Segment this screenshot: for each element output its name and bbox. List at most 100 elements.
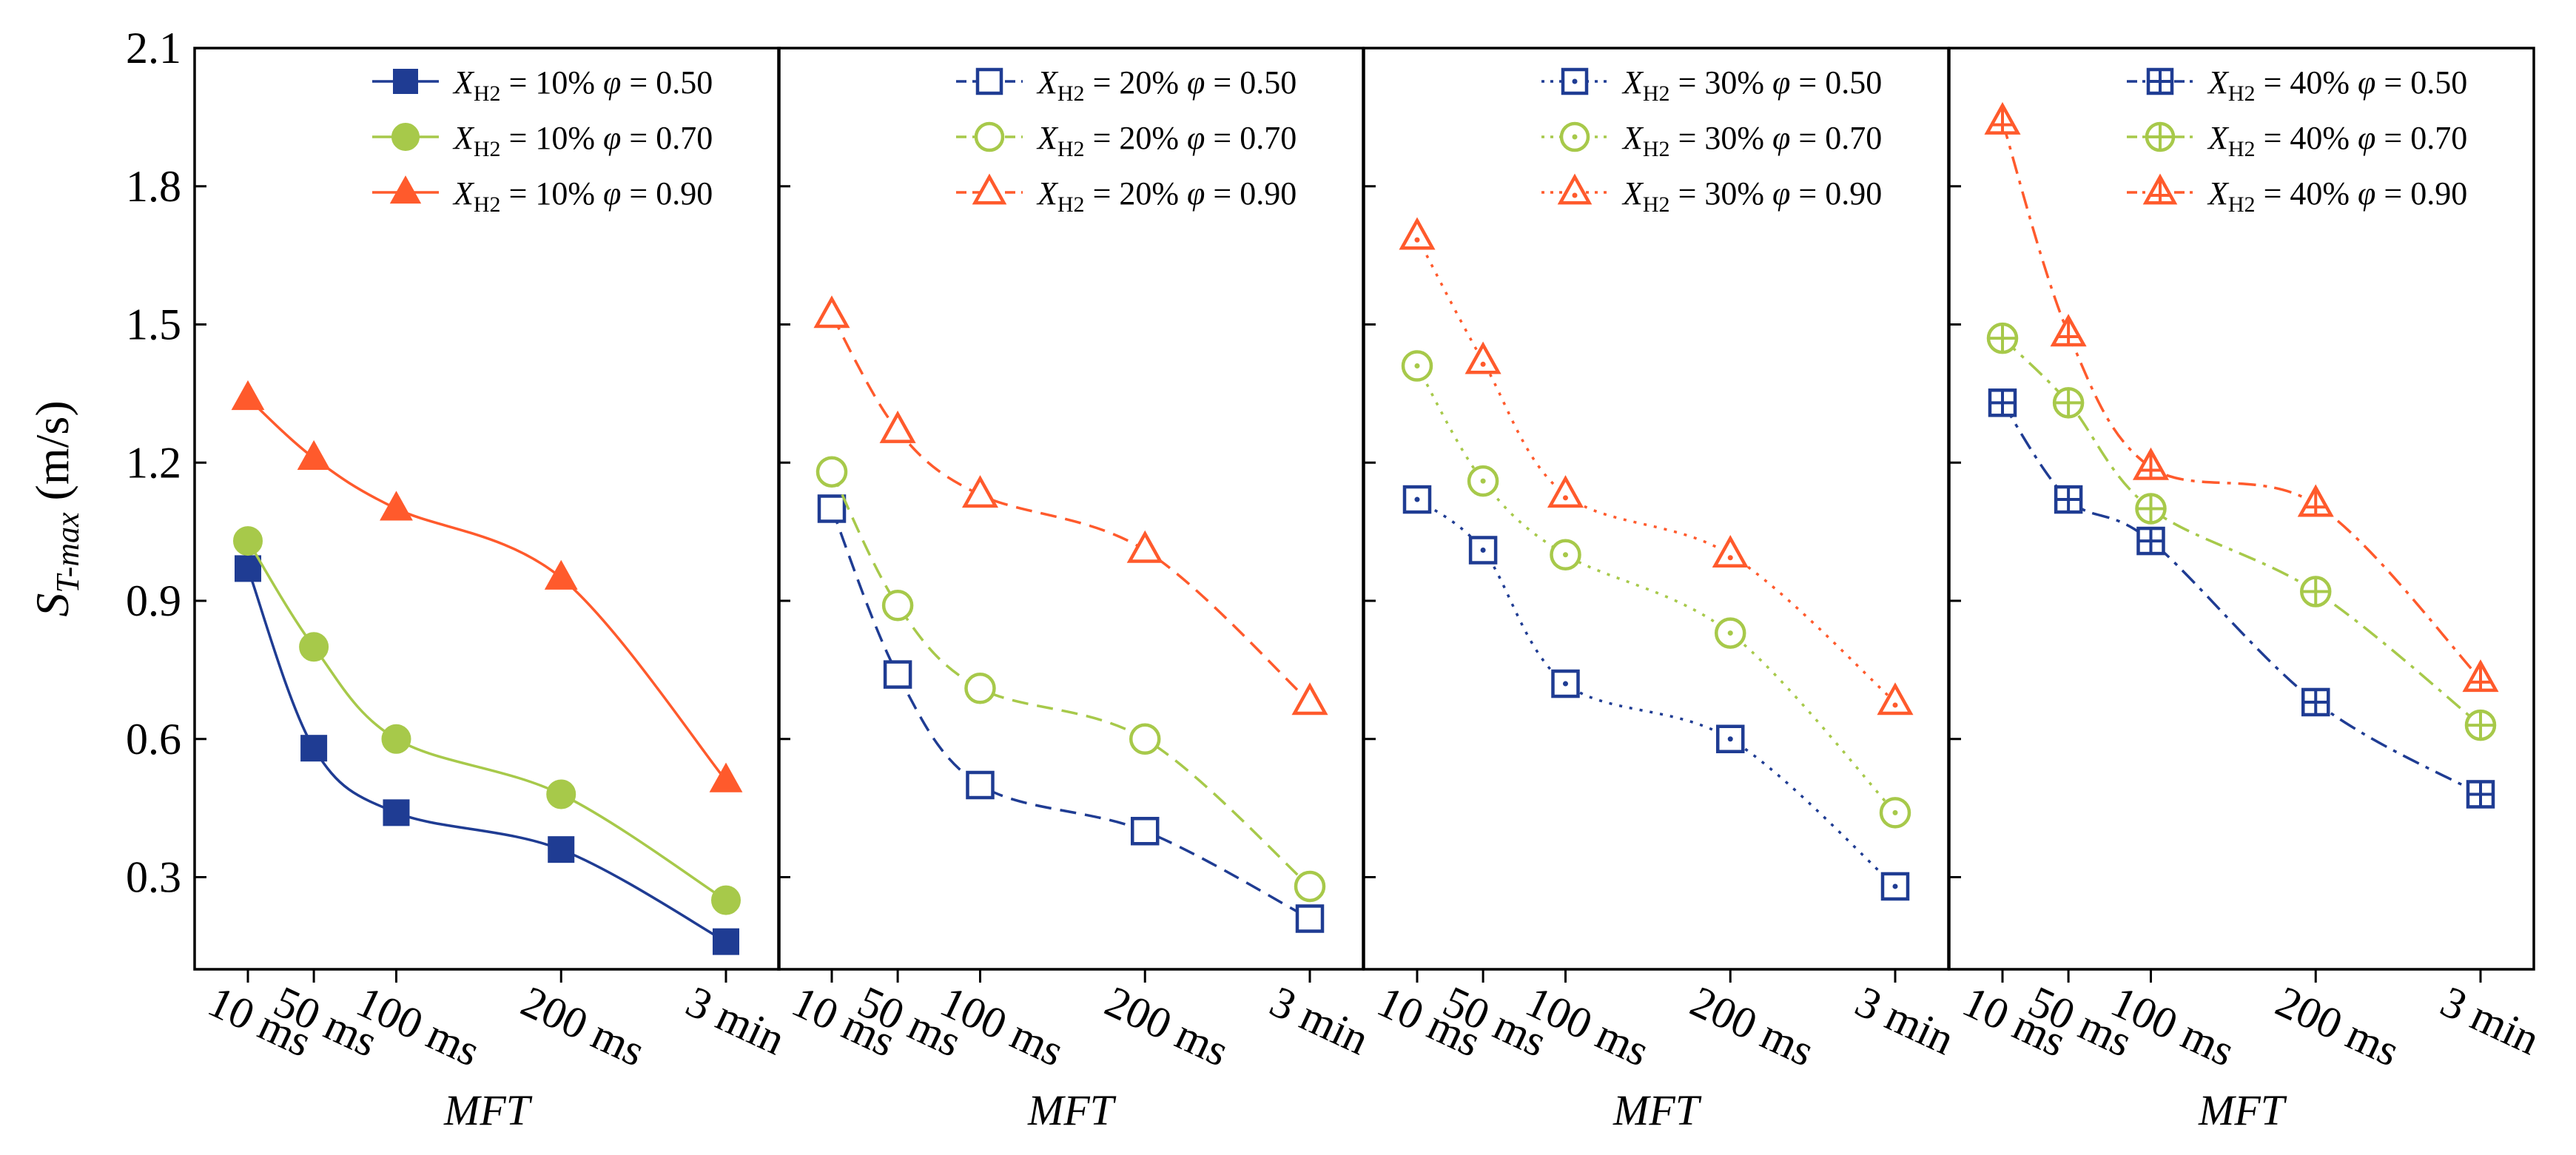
legend-marker bbox=[974, 121, 1005, 152]
x-tick-label: 100 ms bbox=[933, 977, 1072, 1076]
legend-marker bbox=[972, 173, 1007, 205]
data-point bbox=[964, 673, 996, 704]
data-point bbox=[881, 589, 914, 622]
data-point bbox=[1126, 530, 1163, 563]
legend-marker-center-dot bbox=[1572, 134, 1578, 140]
series-line bbox=[830, 508, 1311, 920]
legend: XH2 = 10% φ = 0.50 XH2 = 10% φ = 0.70 XH2 … bbox=[372, 64, 713, 217]
legend-label: XH2 = 30% φ = 0.90 bbox=[1621, 175, 1882, 217]
y-tick-label: 1.2 bbox=[126, 438, 181, 487]
series-line bbox=[830, 471, 1311, 888]
data-point bbox=[231, 380, 265, 411]
legend-label: XH2 = 40% φ = 0.50 bbox=[2207, 64, 2467, 106]
series-line bbox=[1416, 236, 1897, 704]
data-point-center-dot bbox=[1562, 495, 1568, 501]
data-point bbox=[1129, 723, 1161, 755]
legend-marker-center-dot bbox=[1572, 78, 1578, 84]
data-point-center-dot bbox=[1414, 363, 1420, 369]
series-1 bbox=[817, 494, 1325, 933]
series-line bbox=[2001, 337, 2482, 727]
series-3 bbox=[231, 380, 743, 792]
data-point bbox=[879, 410, 916, 443]
x-tick-label: 200 ms bbox=[1684, 977, 1822, 1076]
data-point bbox=[711, 885, 741, 915]
data-point bbox=[1464, 341, 1501, 374]
data-point-center-dot bbox=[1727, 630, 1733, 636]
data-point-center-dot bbox=[1727, 736, 1733, 742]
legend-marker bbox=[389, 175, 422, 204]
legend-label: XH2 = 40% φ = 0.70 bbox=[2207, 120, 2467, 161]
data-point-center-dot bbox=[1727, 555, 1733, 561]
series-3 bbox=[813, 295, 1328, 715]
data-point bbox=[815, 456, 848, 488]
data-point bbox=[1399, 217, 1436, 250]
data-point bbox=[1712, 534, 1749, 568]
data-point bbox=[233, 526, 263, 556]
x-axis-title: MFT bbox=[443, 1086, 533, 1134]
plot-frame bbox=[1948, 47, 2535, 971]
data-point bbox=[548, 836, 575, 863]
data-point-center-dot bbox=[1480, 361, 1486, 367]
series-2 bbox=[233, 526, 741, 915]
y-tick-label: 0.6 bbox=[126, 715, 181, 764]
data-point-center-dot bbox=[1414, 496, 1420, 502]
data-point bbox=[380, 491, 413, 521]
y-tick-label: 1.8 bbox=[126, 162, 181, 211]
x-tick-label: 3 min bbox=[1263, 977, 1376, 1064]
data-point bbox=[709, 762, 743, 792]
series-line bbox=[830, 314, 1311, 704]
series-line bbox=[2001, 402, 2481, 796]
data-point-center-dot bbox=[1480, 548, 1486, 553]
data-point bbox=[383, 799, 410, 826]
data-point bbox=[299, 632, 329, 662]
data-point bbox=[297, 440, 331, 471]
series-3 bbox=[1399, 217, 1914, 715]
legend: XH2 = 20% φ = 0.50 XH2 = 20% φ = 0.70 XH2 … bbox=[956, 64, 1297, 217]
legend: XH2 = 40% φ = 0.50 XH2 = 40% φ = 0.70 XH2 … bbox=[2127, 64, 2467, 217]
x-tick-label: 200 ms bbox=[1098, 977, 1237, 1076]
x-tick-label: 200 ms bbox=[514, 977, 653, 1076]
legend-marker bbox=[1557, 173, 1593, 205]
x-tick-label: 3 min bbox=[1849, 977, 1962, 1064]
legend-marker bbox=[393, 69, 418, 94]
series-line bbox=[1416, 365, 1897, 814]
x-tick-label: 100 ms bbox=[349, 977, 488, 1076]
series-1 bbox=[1402, 485, 1910, 901]
data-point bbox=[1715, 724, 1745, 753]
data-point bbox=[381, 724, 411, 754]
legend-label: XH2 = 40% φ = 0.90 bbox=[2207, 175, 2467, 217]
x-axis-title: MFT bbox=[1612, 1086, 1702, 1134]
legend-label: XH2 = 20% φ = 0.70 bbox=[1036, 120, 1297, 161]
series-line bbox=[1416, 498, 1897, 888]
data-point bbox=[546, 779, 576, 809]
x-tick-label: 100 ms bbox=[2104, 977, 2242, 1076]
legend-label: XH2 = 20% φ = 0.90 bbox=[1036, 175, 1297, 217]
y-axis-title: ST-max (m/s) bbox=[26, 400, 86, 616]
x-tick-label: 200 ms bbox=[2269, 977, 2407, 1076]
series-2 bbox=[1401, 350, 1911, 829]
x-tick-label: 3 min bbox=[679, 977, 793, 1064]
data-point bbox=[1291, 682, 1328, 715]
data-point-center-dot bbox=[1892, 883, 1898, 889]
data-point bbox=[961, 475, 999, 508]
legend-marker bbox=[975, 67, 1003, 95]
data-point-center-dot bbox=[1892, 809, 1898, 815]
x-axis-title: MFT bbox=[1027, 1086, 1117, 1134]
data-point bbox=[1295, 904, 1325, 933]
legend-label: XH2 = 10% φ = 0.90 bbox=[452, 175, 713, 217]
data-point bbox=[713, 928, 739, 955]
series-2 bbox=[815, 456, 1326, 903]
data-point bbox=[1294, 870, 1326, 903]
data-point bbox=[1877, 682, 1914, 715]
y-tick-label: 0.3 bbox=[126, 853, 181, 902]
data-point-center-dot bbox=[1892, 702, 1898, 708]
legend-marker bbox=[391, 123, 420, 151]
data-point bbox=[966, 770, 995, 800]
legend-label: XH2 = 20% φ = 0.50 bbox=[1036, 64, 1297, 106]
series-2 bbox=[1986, 322, 2497, 741]
data-point bbox=[300, 735, 328, 762]
